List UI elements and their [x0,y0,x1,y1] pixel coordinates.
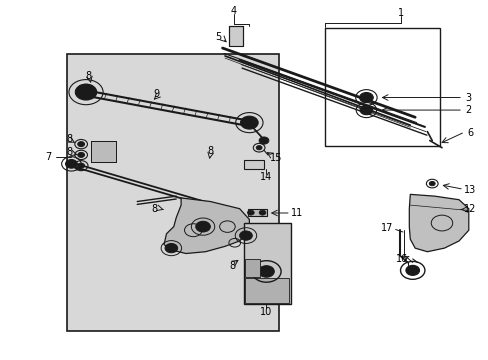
Circle shape [195,221,210,232]
Circle shape [259,210,265,215]
Text: 17: 17 [381,224,393,233]
Circle shape [256,145,262,150]
Circle shape [428,181,434,186]
Bar [248,210,266,216]
Text: 8: 8 [229,261,235,271]
Bar [325,28,439,146]
Bar [245,278,289,303]
Circle shape [247,210,254,215]
Circle shape [240,116,258,129]
Text: 1: 1 [397,8,403,18]
Text: 10: 10 [260,307,272,316]
Text: 13: 13 [463,185,475,195]
Text: 6: 6 [466,129,472,138]
Text: 4: 4 [230,6,236,17]
Circle shape [262,269,270,274]
Circle shape [239,231,252,240]
Bar [245,259,260,277]
Bar [91,140,116,162]
Circle shape [65,159,77,168]
Text: 8: 8 [85,71,91,81]
Bar [244,160,264,169]
Circle shape [359,105,372,115]
Text: 8: 8 [207,146,213,156]
Bar [228,26,242,45]
Bar [66,54,278,330]
Text: 7: 7 [45,152,52,162]
Circle shape [78,141,84,147]
Text: 9: 9 [153,89,160,99]
Circle shape [405,265,419,275]
Text: 15: 15 [269,153,282,163]
Circle shape [164,243,177,253]
Text: 14: 14 [260,172,272,182]
Text: 8: 8 [151,204,157,214]
Text: 8: 8 [66,147,72,157]
Text: 2: 2 [465,105,471,115]
Circle shape [258,266,274,277]
Text: 16: 16 [395,254,407,264]
Circle shape [78,163,84,168]
Circle shape [78,152,84,157]
Text: 3: 3 [465,93,471,103]
Circle shape [359,93,372,103]
Polygon shape [163,198,249,253]
Text: 5: 5 [215,32,222,41]
Circle shape [75,84,97,100]
Text: 8: 8 [66,134,72,144]
Text: 11: 11 [290,208,302,218]
Circle shape [259,137,268,144]
Bar [243,223,291,304]
Polygon shape [408,194,468,252]
Text: 12: 12 [463,204,475,215]
